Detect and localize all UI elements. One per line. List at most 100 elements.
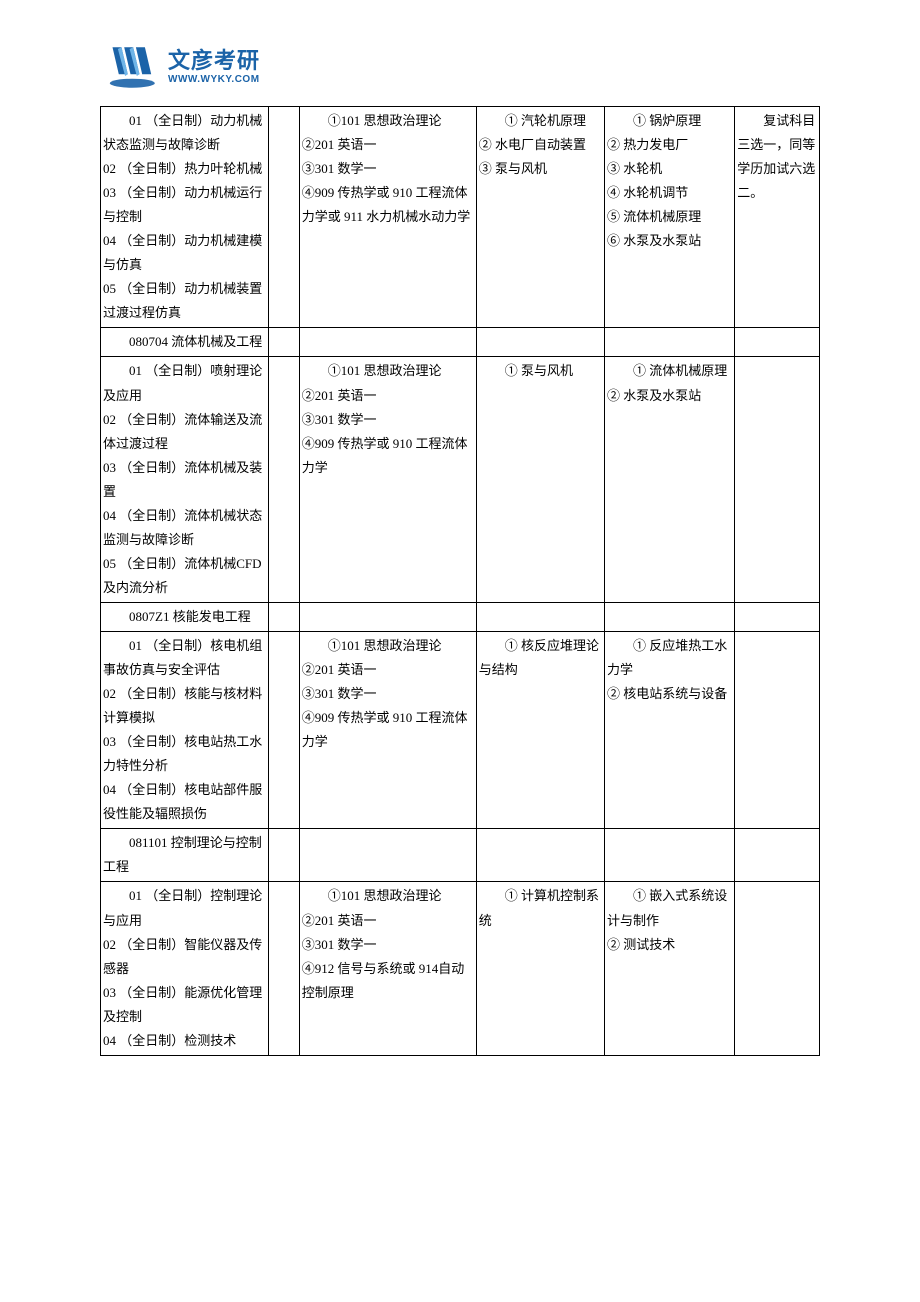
table-cell-col2 — [269, 107, 299, 328]
table-cell-col1: 01 （全日制）控制理论与应用02 （全日制）智能仪器及传感器03 （全日制）能… — [101, 882, 269, 1055]
table-cell-col1: 01 （全日制）喷射理论及应用02 （全日制）流体输送及流体过渡过程03 （全日… — [101, 357, 269, 602]
table-row: 01 （全日制）喷射理论及应用02 （全日制）流体输送及流体过渡过程03 （全日… — [101, 357, 820, 602]
cell-line: 04 （全日制）核电站部件服役性能及辐照损伤 — [103, 778, 266, 826]
cell-line: ④909 传热学或 910 工程流体力学 — [302, 706, 474, 754]
table-cell-col1: 081101 控制理论与控制工程 — [101, 829, 269, 882]
cell-line: ② 热力发电厂 — [607, 133, 732, 157]
table-cell-col1: 0807Z1 核能发电工程 — [101, 602, 269, 631]
table-cell-col3: ①101 思想政治理论②201 英语一③301 数学一④909 传热学或 910… — [299, 357, 476, 602]
cell-line: 03 （全日制）能源优化管理及控制 — [103, 981, 266, 1029]
cell-line: ④ 水轮机调节 — [607, 181, 732, 205]
cell-line: ① 核反应堆理论与结构 — [479, 634, 602, 682]
table-row: 01 （全日制）动力机械状态监测与故障诊断02 （全日制）热力叶轮机械03 （全… — [101, 107, 820, 328]
logo-cn-text: 文彦考研 — [168, 49, 260, 73]
cell-line: 复试科目三选一，同等学历加试六选二。 — [737, 109, 817, 205]
cell-line: 080704 流体机械及工程 — [103, 330, 266, 354]
table-cell-col3: ①101 思想政治理论②201 英语一③301 数学一④909 传热学或 910… — [299, 631, 476, 828]
cell-line: 01 （全日制）控制理论与应用 — [103, 884, 266, 932]
cell-line: 05 （全日制）流体机械CFD 及内流分析 — [103, 552, 266, 600]
cell-line: 02 （全日制）智能仪器及传感器 — [103, 933, 266, 981]
table-cell-col2 — [269, 829, 299, 882]
cell-line: ②201 英语一 — [302, 658, 474, 682]
table-cell-col3 — [299, 829, 476, 882]
table-cell-col4 — [476, 602, 604, 631]
logo-text: 文彦考研 WWW.WYKY.COM — [168, 49, 260, 84]
table-cell-col2 — [269, 328, 299, 357]
table-cell-col1: 01 （全日制）动力机械状态监测与故障诊断02 （全日制）热力叶轮机械03 （全… — [101, 107, 269, 328]
table-cell-col4 — [476, 829, 604, 882]
cell-line: ① 锅炉原理 — [607, 109, 732, 133]
cell-line: ③301 数学一 — [302, 933, 474, 957]
cell-line: ①101 思想政治理论 — [302, 634, 474, 658]
cell-line: 01 （全日制）动力机械状态监测与故障诊断 — [103, 109, 266, 157]
cell-line: 081101 控制理论与控制工程 — [103, 831, 266, 879]
table-cell-col6 — [735, 602, 820, 631]
catalog-table: 01 （全日制）动力机械状态监测与故障诊断02 （全日制）热力叶轮机械03 （全… — [100, 106, 820, 1056]
cell-line: 02 （全日制）流体输送及流体过渡过程 — [103, 408, 266, 456]
cell-line: ⑥ 水泵及水泵站 — [607, 229, 732, 253]
cell-line: ② 核电站系统与设备 — [607, 682, 732, 706]
cell-line: ① 计算机控制系统 — [479, 884, 602, 932]
cell-line: 01 （全日制）核电机组事故仿真与安全评估 — [103, 634, 266, 682]
table-cell-col6 — [735, 829, 820, 882]
table-cell-col6 — [735, 882, 820, 1055]
cell-line: ② 水泵及水泵站 — [607, 384, 732, 408]
cell-line: ①101 思想政治理论 — [302, 884, 474, 908]
table-cell-col4 — [476, 328, 604, 357]
cell-line: ③301 数学一 — [302, 408, 474, 432]
table-row: 080704 流体机械及工程 — [101, 328, 820, 357]
table-cell-col5: ① 反应堆热工水力学② 核电站系统与设备 — [604, 631, 734, 828]
table-cell-col5 — [604, 602, 734, 631]
cell-line: ① 泵与风机 — [479, 359, 602, 383]
table-cell-col3: ①101 思想政治理论②201 英语一③301 数学一④909 传热学或 910… — [299, 107, 476, 328]
cell-line: ②201 英语一 — [302, 909, 474, 933]
logo: 文彦考研 WWW.WYKY.COM — [108, 40, 820, 94]
table-cell-col2 — [269, 882, 299, 1055]
cell-line: ① 嵌入式系统设计与制作 — [607, 884, 732, 932]
table-cell-col5 — [604, 328, 734, 357]
cell-line: ⑤ 流体机械原理 — [607, 205, 732, 229]
cell-line: ② 水电厂自动装置 — [479, 133, 602, 157]
cell-line: ③ 水轮机 — [607, 157, 732, 181]
cell-line: 0807Z1 核能发电工程 — [103, 605, 266, 629]
cell-line: ①101 思想政治理论 — [302, 359, 474, 383]
table-cell-col6 — [735, 357, 820, 602]
table-cell-col5 — [604, 829, 734, 882]
cell-line: 01 （全日制）喷射理论及应用 — [103, 359, 266, 407]
table-row: 01 （全日制）控制理论与应用02 （全日制）智能仪器及传感器03 （全日制）能… — [101, 882, 820, 1055]
cell-line: ④912 信号与系统或 914自动控制原理 — [302, 957, 474, 1005]
table-cell-col3 — [299, 328, 476, 357]
cell-line: ② 测试技术 — [607, 933, 732, 957]
table-cell-col6 — [735, 631, 820, 828]
cell-line: ③ 泵与风机 — [479, 157, 602, 181]
cell-line: ④909 传热学或 910 工程流体力学或 911 水力机械水动力学 — [302, 181, 474, 229]
table-cell-col4: ① 计算机控制系统 — [476, 882, 604, 1055]
table-cell-col6: 复试科目三选一，同等学历加试六选二。 — [735, 107, 820, 328]
table-cell-col3 — [299, 602, 476, 631]
table-row: 01 （全日制）核电机组事故仿真与安全评估02 （全日制）核能与核材料计算模拟0… — [101, 631, 820, 828]
logo-mark-icon — [108, 40, 162, 94]
cell-line: 03 （全日制）核电站热工水力特性分析 — [103, 730, 266, 778]
cell-line: ③301 数学一 — [302, 682, 474, 706]
table-cell-col1: 080704 流体机械及工程 — [101, 328, 269, 357]
cell-line: 04 （全日制）检测技术 — [103, 1029, 266, 1053]
table-cell-col4: ① 汽轮机原理② 水电厂自动装置③ 泵与风机 — [476, 107, 604, 328]
cell-line: ① 汽轮机原理 — [479, 109, 602, 133]
table-cell-col5: ① 锅炉原理② 热力发电厂③ 水轮机④ 水轮机调节⑤ 流体机械原理⑥ 水泵及水泵… — [604, 107, 734, 328]
table-row: 081101 控制理论与控制工程 — [101, 829, 820, 882]
cell-line: 05 （全日制）动力机械装置过渡过程仿真 — [103, 277, 266, 325]
logo-url-text: WWW.WYKY.COM — [168, 74, 260, 85]
table-cell-col5: ① 嵌入式系统设计与制作② 测试技术 — [604, 882, 734, 1055]
table-cell-col1: 01 （全日制）核电机组事故仿真与安全评估02 （全日制）核能与核材料计算模拟0… — [101, 631, 269, 828]
cell-line: 04 （全日制）流体机械状态监测与故障诊断 — [103, 504, 266, 552]
cell-line: 02 （全日制）核能与核材料计算模拟 — [103, 682, 266, 730]
table-cell-col3: ①101 思想政治理论②201 英语一③301 数学一④912 信号与系统或 9… — [299, 882, 476, 1055]
table-cell-col5: ① 流体机械原理② 水泵及水泵站 — [604, 357, 734, 602]
cell-line: ②201 英语一 — [302, 133, 474, 157]
table-cell-col6 — [735, 328, 820, 357]
cell-line: ④909 传热学或 910 工程流体力学 — [302, 432, 474, 480]
table-row: 0807Z1 核能发电工程 — [101, 602, 820, 631]
table-cell-col4: ① 泵与风机 — [476, 357, 604, 602]
cell-line: ① 反应堆热工水力学 — [607, 634, 732, 682]
cell-line: 04 （全日制）动力机械建模与仿真 — [103, 229, 266, 277]
